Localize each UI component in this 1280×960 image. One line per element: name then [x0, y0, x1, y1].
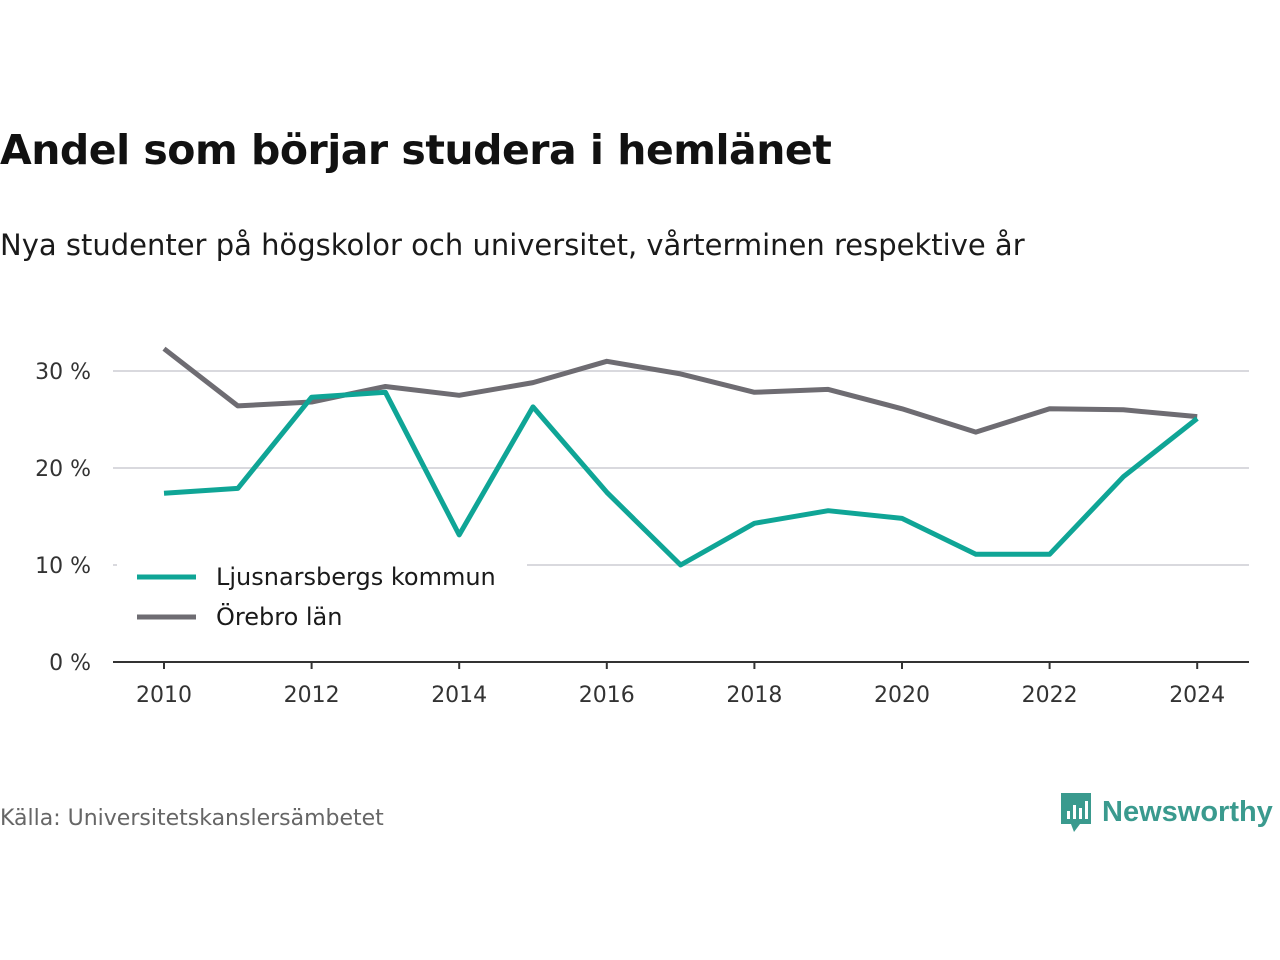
x-tick-label: 2024	[1169, 683, 1225, 708]
legend-background	[117, 553, 527, 589]
brand-name: Newsworthy	[1102, 795, 1273, 828]
chart-subtitle: Nya studenter på högskolor och universit…	[0, 228, 1025, 262]
x-tick-label: 2014	[431, 683, 487, 708]
chart-title: Andel som börjar studera i hemlänet	[0, 126, 832, 174]
x-tick-label: 2016	[579, 683, 635, 708]
series-lines	[162, 346, 1199, 568]
series-line	[163, 389, 1199, 568]
y-axis-ticks: 0 % 10 % 20 % 30 %	[35, 360, 91, 676]
y-tick-label: 0 %	[49, 651, 91, 676]
y-tick-label: 30 %	[35, 360, 91, 385]
legend-background	[117, 593, 527, 629]
x-tick-label: 2022	[1022, 683, 1078, 708]
legend-label: Örebro län	[216, 602, 342, 631]
y-tick-label: 10 %	[35, 554, 91, 579]
newsworthy-logo-icon	[1061, 793, 1091, 832]
x-tick-label: 2020	[874, 683, 930, 708]
x-tick-label: 2012	[284, 683, 340, 708]
brand-logo: Newsworthy	[1058, 790, 1273, 834]
source-note: Källa: Universitetskanslersämbetet	[0, 806, 384, 831]
x-tick-label: 2018	[726, 683, 782, 708]
x-tick-label: 2010	[136, 683, 192, 708]
legend: Ljusnarsbergs kommun Örebro län	[117, 553, 527, 631]
grid-lines	[113, 370, 1249, 566]
y-tick-label: 20 %	[35, 457, 91, 482]
legend-label: Ljusnarsbergs kommun	[216, 563, 496, 591]
x-axis: 2010 2012 2014 2016 2018 2020 2022 2024	[113, 661, 1249, 708]
series-line	[162, 346, 1198, 435]
